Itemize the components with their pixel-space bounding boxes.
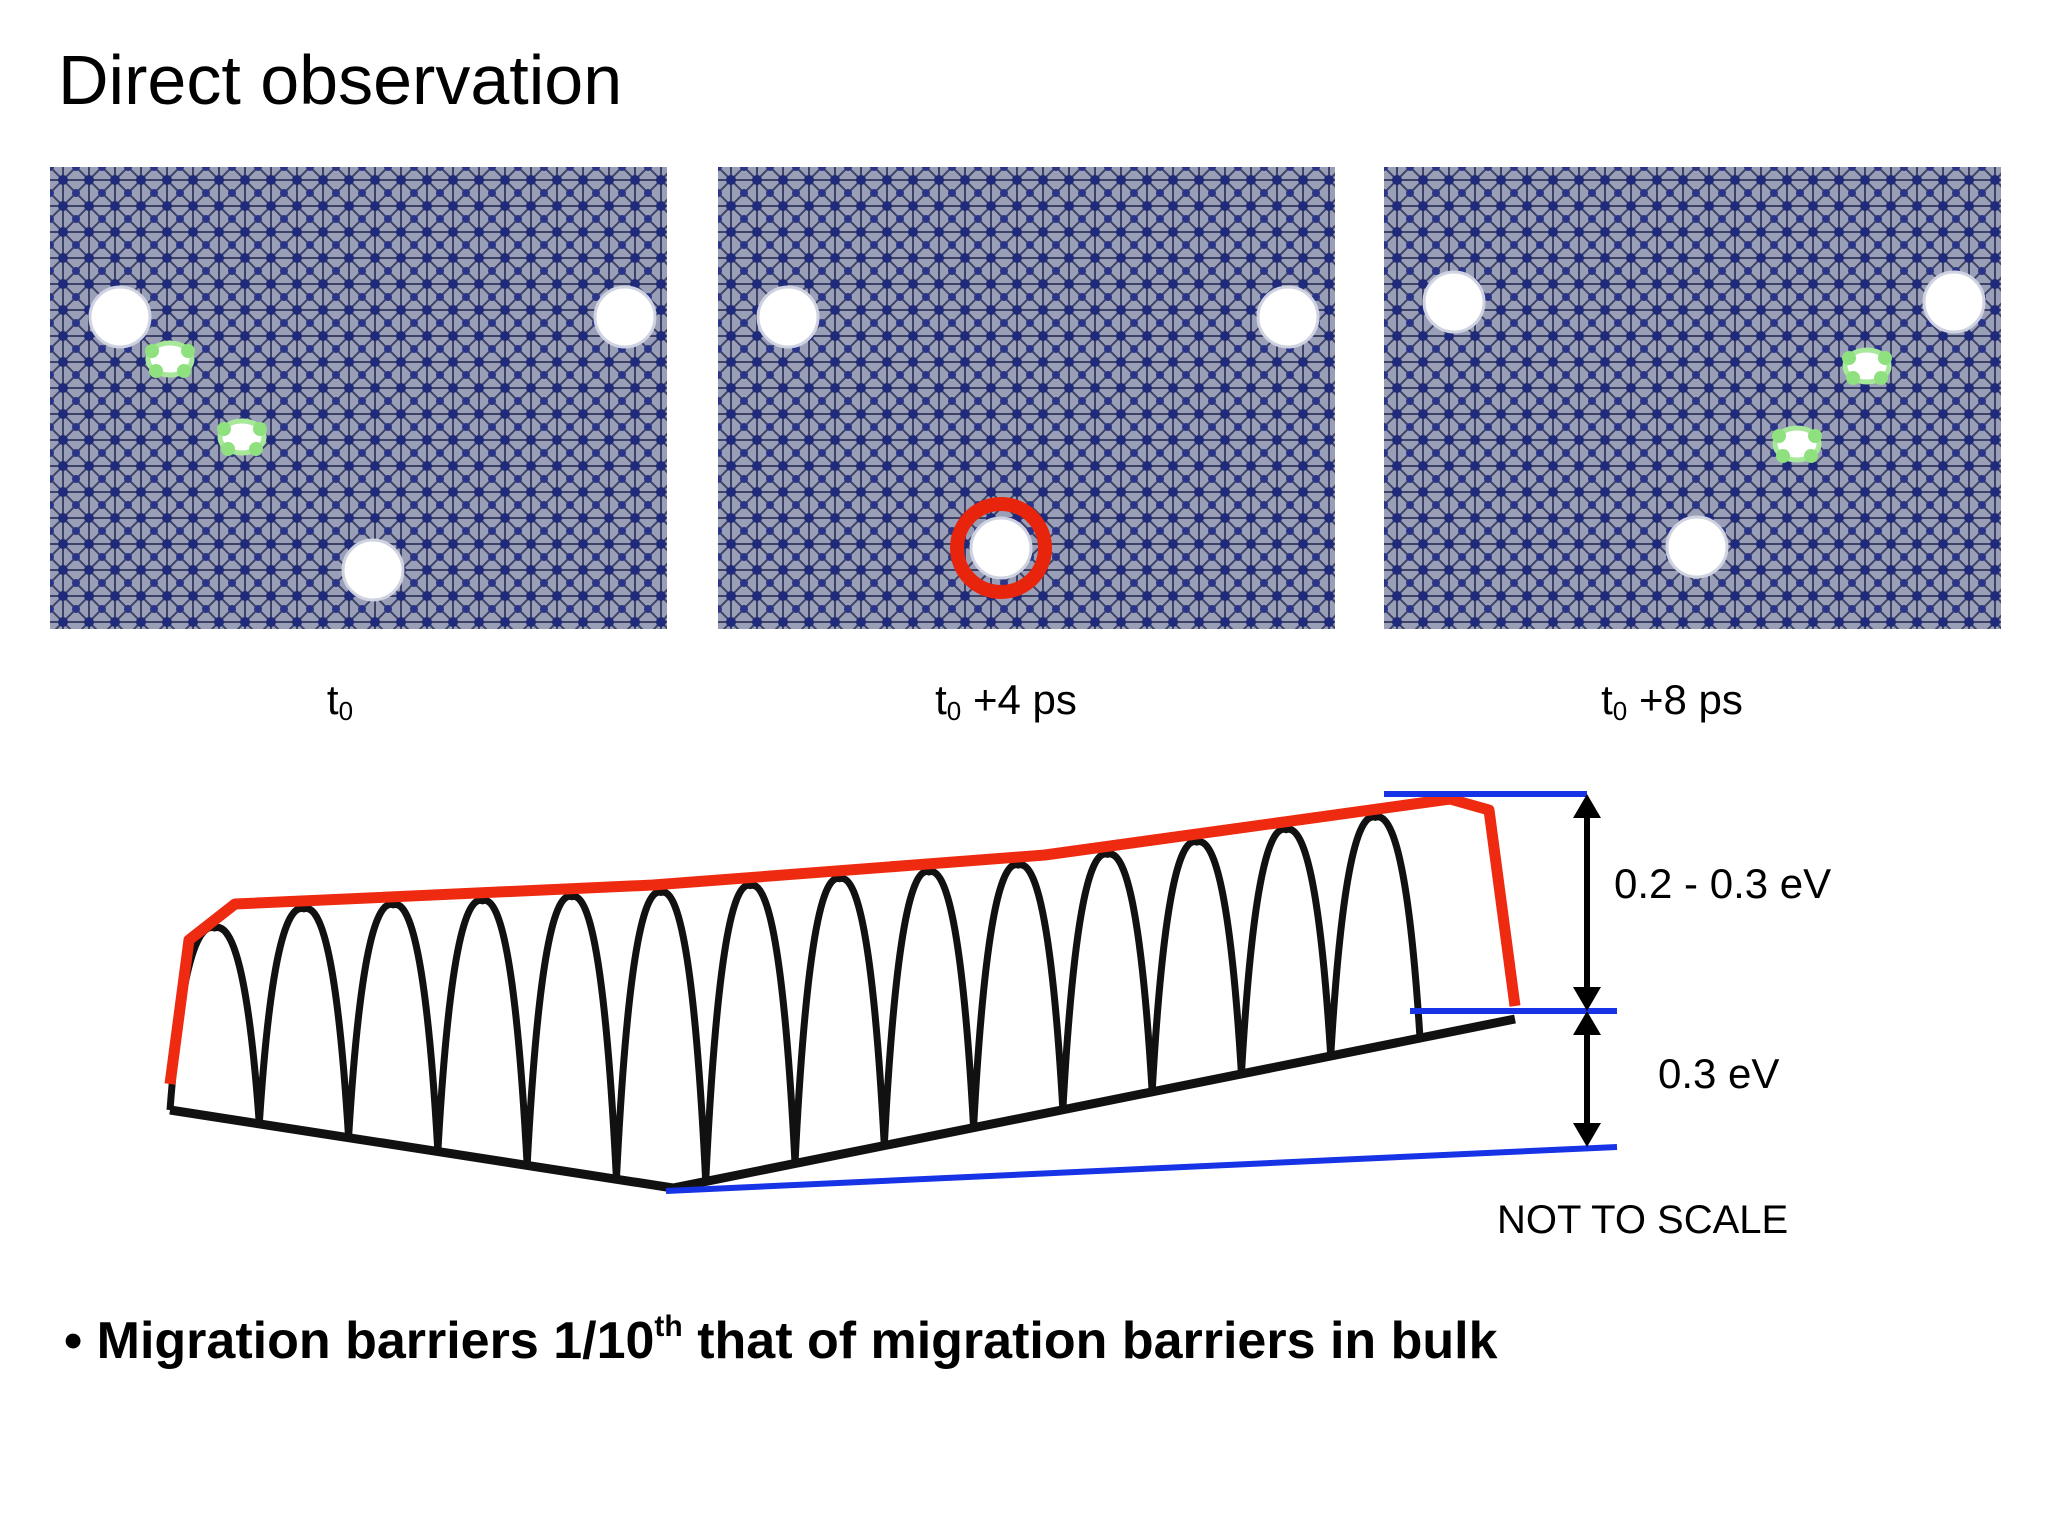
defect-atom: [177, 364, 191, 378]
arrow-head: [1573, 1123, 1601, 1147]
defect-atom: [181, 344, 195, 358]
reference-line: [665, 1144, 1618, 1194]
highlight-circle: [950, 497, 1052, 599]
vacancy: [756, 285, 820, 349]
arrow-head: [1573, 794, 1601, 818]
defect-atom: [145, 344, 159, 358]
lattice-image: [718, 167, 1335, 629]
defect-atom: [149, 364, 163, 378]
vacancy: [969, 516, 1033, 580]
arrow-head: [1573, 1011, 1601, 1035]
vacancy: [1665, 515, 1729, 579]
defect-atom: [249, 442, 263, 456]
defect-atom: [253, 422, 267, 436]
arrow-head: [1573, 987, 1601, 1011]
vacancy: [1422, 270, 1486, 334]
bullet-point: • Migration barriers 1/10th that of migr…: [64, 1310, 1498, 1370]
vacancy: [1256, 285, 1320, 349]
lattice-image: [1384, 167, 2001, 629]
vacancy: [341, 538, 405, 602]
defect-atom: [1776, 449, 1790, 463]
barrier-label: 0.2 - 0.3 eV: [1614, 860, 1832, 907]
defect-atom: [1772, 429, 1786, 443]
defect-atom: [1842, 351, 1856, 365]
defect-atom: [217, 422, 231, 436]
lattice-image: [50, 167, 667, 629]
defect-atom: [1804, 449, 1818, 463]
barrier-envelope: [164, 793, 1521, 1085]
offset-label: 0.3 eV: [1658, 1050, 1780, 1097]
defect-atom: [1846, 371, 1860, 385]
panel-caption: t0 +4 ps: [935, 676, 1077, 726]
panel-caption: t0: [326, 676, 354, 726]
vacancy: [593, 285, 657, 349]
defect-atom: [1874, 371, 1888, 385]
defect-atom: [1808, 429, 1822, 443]
defect-atom: [221, 442, 235, 456]
vacancy: [88, 285, 152, 349]
vacancy: [1922, 270, 1986, 334]
scale-note: NOT TO SCALE: [1497, 1198, 1789, 1242]
panel-caption: t0 +8 ps: [1601, 676, 1743, 726]
slide-title: Direct observation: [58, 41, 623, 119]
defect-atom: [1878, 351, 1892, 365]
